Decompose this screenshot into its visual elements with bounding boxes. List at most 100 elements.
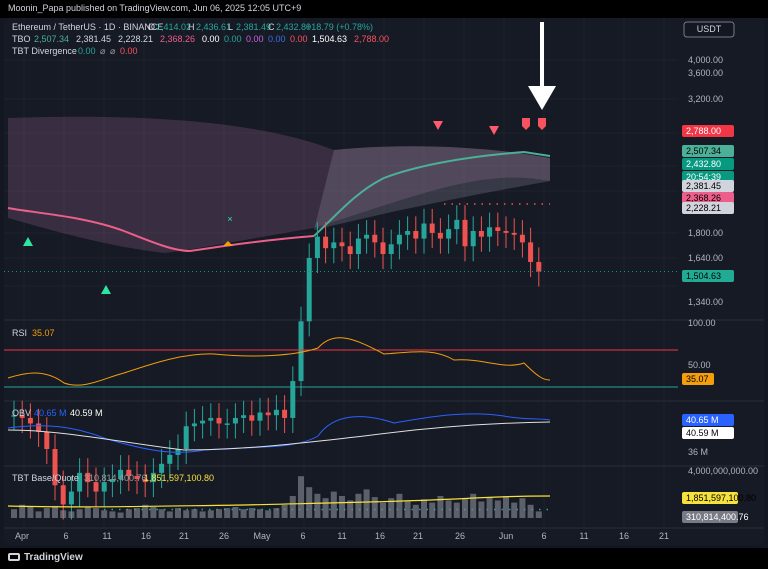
candle-body[interactable] (52, 448, 58, 486)
volume-bar (207, 510, 214, 518)
candle-body[interactable] (331, 242, 337, 249)
footer-bar: TradingView (0, 548, 768, 569)
sell-flag-icon (522, 118, 530, 130)
candle-body[interactable] (298, 321, 304, 382)
candle-body[interactable] (347, 246, 353, 255)
ohlc-key: L (228, 22, 233, 32)
volume-bar (453, 502, 460, 518)
candle-body[interactable] (519, 234, 525, 243)
candle-body[interactable] (19, 415, 25, 418)
candle-body[interactable] (364, 234, 370, 239)
candle-body[interactable] (167, 454, 173, 464)
candle-body[interactable] (273, 409, 279, 416)
volume-bar (486, 497, 493, 518)
price-badge-text: 2,368.26 (686, 193, 721, 203)
volume-bar (60, 510, 67, 518)
candle-body[interactable] (396, 234, 402, 245)
candle-body[interactable] (495, 227, 501, 232)
volume-bar (388, 498, 395, 518)
time-tick: Apr (15, 531, 29, 541)
candle-body[interactable] (314, 236, 320, 258)
candle-body[interactable] (36, 423, 42, 432)
candle-body[interactable] (487, 227, 493, 237)
candle-body[interactable] (372, 234, 378, 243)
tradingview-logo[interactable]: TradingView (8, 552, 83, 563)
candle-body[interactable] (77, 472, 83, 492)
candle-body[interactable] (191, 423, 197, 427)
candle-body[interactable] (413, 231, 419, 239)
candle-body[interactable] (388, 244, 394, 255)
candle-body[interactable] (44, 431, 50, 449)
ohlc-key: C (268, 22, 275, 32)
volume-bar (76, 509, 83, 518)
candle-body[interactable] (257, 412, 263, 421)
candle-body[interactable] (470, 231, 476, 247)
volume-bar (429, 502, 436, 518)
volume-bar (306, 487, 313, 518)
tbo-label: TBO (12, 34, 31, 44)
candle-body[interactable] (118, 469, 124, 480)
candle-body[interactable] (323, 236, 329, 249)
candle-body[interactable] (282, 409, 288, 418)
candle-body[interactable] (462, 219, 468, 247)
candle-body[interactable] (355, 238, 361, 255)
candle-body[interactable] (142, 479, 148, 483)
candle-body[interactable] (150, 472, 156, 483)
obv-value-white: 40.59 M (70, 408, 103, 418)
candle-body[interactable] (536, 261, 542, 272)
volume-bar (273, 508, 280, 518)
candle-body[interactable] (200, 420, 206, 424)
candle-body[interactable] (241, 415, 247, 418)
price-badge (682, 202, 734, 214)
candle-body[interactable] (208, 417, 214, 421)
candle-body[interactable] (27, 417, 33, 424)
candle-body[interactable] (224, 423, 230, 425)
candle-body[interactable] (216, 417, 222, 424)
candle-body[interactable] (429, 223, 435, 233)
candle-body[interactable] (454, 219, 460, 230)
volume-bar (19, 504, 26, 518)
volume-bar (109, 511, 116, 518)
rsi-tick: 50.00 (688, 360, 711, 370)
candle-body[interactable] (249, 415, 255, 421)
chart-area[interactable]: × Ethereum / TetherUS · 1D · BINANCE O 2,41… (4, 18, 764, 545)
candle-body[interactable] (290, 381, 296, 418)
candle-body[interactable] (437, 232, 443, 239)
candle-body[interactable] (503, 231, 509, 233)
price-badge (682, 192, 734, 204)
candle-body[interactable] (101, 482, 107, 492)
candle-body[interactable] (126, 469, 132, 476)
candle-body[interactable] (528, 242, 534, 262)
candle-body[interactable] (421, 223, 427, 239)
obv-value-blue: 40.65 M (34, 408, 67, 418)
candle-body[interactable] (60, 485, 66, 505)
candle-body[interactable] (93, 482, 99, 492)
candle-body[interactable] (511, 232, 517, 235)
candle-body[interactable] (446, 229, 452, 239)
candle-body[interactable] (183, 426, 189, 449)
candle-body[interactable] (232, 417, 238, 424)
annotation-arrow-head (528, 86, 556, 110)
time-tick: 6 (541, 531, 546, 541)
volume-bar (35, 511, 42, 518)
candle-body[interactable] (85, 472, 91, 483)
candle-body[interactable] (11, 415, 17, 417)
time-tick: 16 (375, 531, 385, 541)
volume-bar (224, 508, 231, 518)
candle-body[interactable] (339, 242, 345, 247)
candle-body[interactable] (68, 491, 74, 505)
volume-bar (404, 501, 411, 518)
ohlc-key: O (148, 22, 155, 32)
candle-body[interactable] (159, 463, 165, 473)
candle-body[interactable] (380, 242, 386, 255)
candle-body[interactable] (478, 231, 484, 237)
currency-badge[interactable] (683, 21, 735, 38)
price-badge-text: 2,788.00 (686, 126, 721, 136)
candle-body[interactable] (134, 475, 140, 480)
candle-body[interactable] (405, 231, 411, 235)
candle-body[interactable] (306, 257, 312, 322)
candle-body[interactable] (265, 412, 271, 416)
price-badge (682, 180, 734, 192)
candle-body[interactable] (109, 479, 115, 483)
